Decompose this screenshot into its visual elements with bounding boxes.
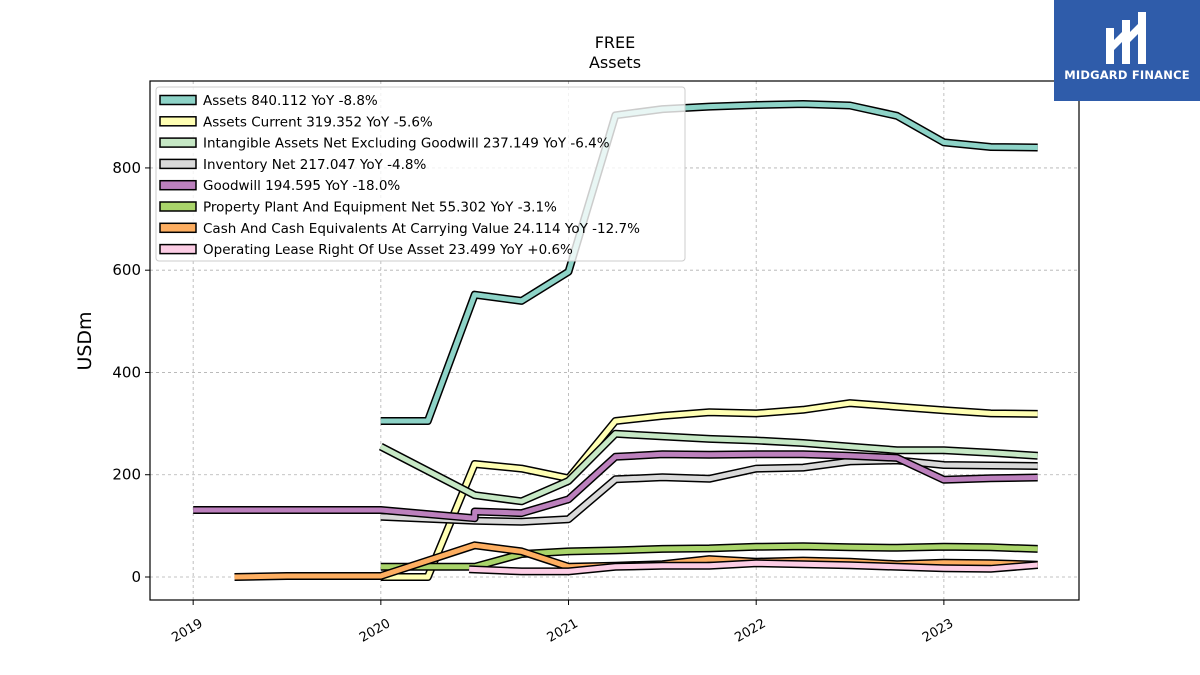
- y-tick-label: 400: [112, 363, 141, 381]
- x-tick-label: 2022: [732, 616, 768, 646]
- y-tick-label: 800: [112, 159, 141, 177]
- legend-swatch: [159, 179, 197, 191]
- y-tick-label: 200: [112, 466, 141, 484]
- series-line: [469, 560, 1038, 574]
- legend-entry: Inventory Net 217.047 YoY -4.8%: [203, 157, 426, 173]
- legend: Assets 840.112 YoY -8.8% Assets Current 3…: [155, 86, 686, 262]
- legend-swatch: [159, 116, 197, 127]
- logo-text: MIDGARD FINANCE: [1064, 68, 1190, 82]
- chart-title: FREE: [595, 33, 636, 52]
- x-tick-label: 2021: [545, 616, 581, 646]
- legend-entry: Assets 840.112 YoY -8.8%: [203, 93, 378, 109]
- series-1: [380, 399, 1038, 581]
- legend-swatch: [159, 243, 197, 255]
- x-tick-label: 2019: [169, 616, 205, 646]
- series-7: [468, 559, 1039, 576]
- legend-swatch: [159, 158, 197, 170]
- legend-entry: Goodwill 194.595 YoY -18.0%: [203, 178, 400, 194]
- series-line: [380, 457, 1038, 525]
- series-line: [380, 101, 1038, 424]
- series-line: [193, 451, 1038, 521]
- legend-swatch: [159, 201, 197, 212]
- series-line: [379, 431, 1038, 504]
- legend-box: [155, 86, 686, 262]
- series-2: [378, 429, 1038, 506]
- series-4: [193, 450, 1038, 523]
- series-3: [380, 456, 1038, 526]
- y-tick-label: 0: [131, 568, 141, 586]
- brand-logo: MIDGARD FINANCE: [1054, 0, 1200, 101]
- legend-entry: Intangible Assets Net Excluding Goodwill…: [203, 136, 610, 152]
- plot-area: [149, 80, 1080, 601]
- y-tick-label: 600: [112, 261, 141, 279]
- legend-entry: Cash And Cash Equivalents At Carrying Va…: [203, 221, 640, 237]
- y-axis-label: USDm: [74, 311, 96, 370]
- x-tick-label: 2023: [920, 616, 956, 646]
- x-tick-label: 2020: [357, 616, 393, 646]
- legend-swatch: [159, 222, 197, 234]
- series-0: [380, 100, 1038, 425]
- midgard-logo-icon: [1106, 12, 1146, 64]
- legend-entry: Operating Lease Right Of Use Asset 23.49…: [203, 242, 573, 258]
- legend-swatch: [159, 94, 197, 106]
- series-layer: [193, 100, 1039, 581]
- legend-entry: Property Plant And Equipment Net 55.302 …: [203, 200, 557, 216]
- series-6: [234, 541, 1038, 581]
- series-line: [234, 542, 1038, 580]
- legend-entry: Assets Current 319.352 YoY -5.6%: [203, 114, 433, 130]
- series-line: [380, 400, 1038, 580]
- chart-subtitle: Assets: [589, 53, 641, 72]
- legend-swatch: [159, 137, 197, 148]
